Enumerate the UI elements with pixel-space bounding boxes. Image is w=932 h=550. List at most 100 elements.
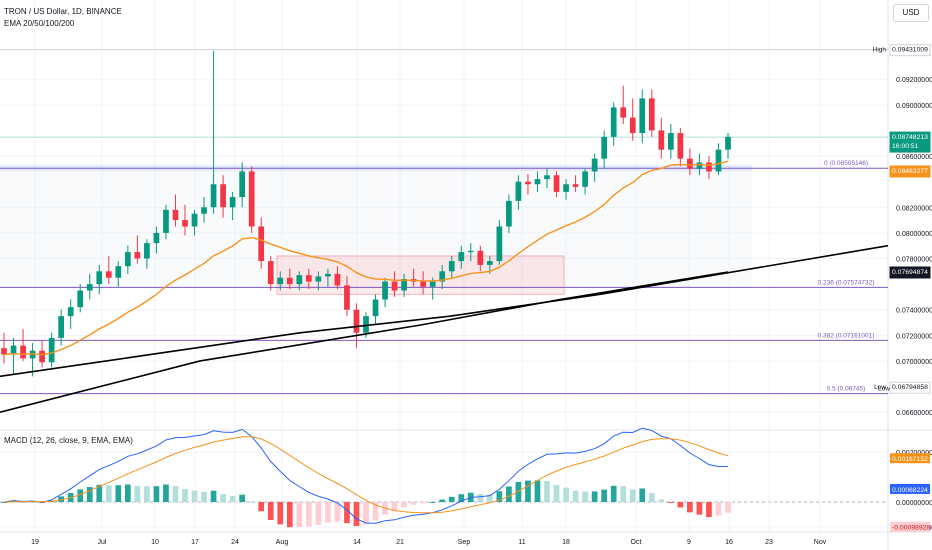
- macd-histogram-bar: [315, 502, 322, 525]
- candle-body: [420, 281, 427, 287]
- candle-body: [124, 252, 131, 267]
- price-tick-label: 0.07000000: [896, 359, 932, 366]
- macd-histogram-bar: [305, 502, 312, 527]
- candle-body: [325, 273, 331, 277]
- macd-histogram-bar: [677, 502, 684, 508]
- macd-histogram-bar: [248, 501, 255, 503]
- candle-body: [201, 207, 207, 214]
- macd-histogram-bar: [344, 502, 350, 524]
- macd-histogram-bar: [496, 491, 503, 502]
- time-tick-label: 24: [231, 539, 239, 546]
- candle-body: [58, 316, 65, 338]
- macd-histogram-bar: [258, 502, 265, 512]
- macd-histogram-bar: [210, 490, 217, 502]
- candle-body: [658, 130, 665, 150]
- price-badge: [889, 381, 931, 394]
- macd-histogram-bar: [629, 489, 636, 502]
- candle-body: [344, 285, 350, 310]
- currency-button[interactable]: USD: [893, 4, 929, 22]
- macd-histogram-bar: [220, 494, 226, 502]
- candle-body: [277, 277, 284, 285]
- price-tick-label: 0.07200000: [896, 333, 932, 340]
- price-badge-label: High: [873, 47, 887, 54]
- macd-histogram-bar: [296, 502, 303, 527]
- macd-tick-label: 0.00000000: [896, 500, 932, 507]
- candle-body: [363, 316, 369, 333]
- candle-body: [525, 181, 531, 185]
- candle-body: [172, 209, 179, 221]
- time-tick-label: 10: [151, 539, 159, 546]
- candle-body: [696, 162, 703, 169]
- price-badge-text: 0.06794858: [892, 384, 928, 391]
- candle-body: [401, 279, 407, 291]
- price-tick-label: 0.09200000: [896, 77, 932, 84]
- macd-histogram-bar: [506, 486, 512, 502]
- candle-body: [210, 184, 217, 208]
- macd-histogram-bar: [687, 502, 693, 513]
- candle-body: [115, 266, 122, 278]
- macd-histogram-bar: [525, 480, 531, 502]
- candle-body: [563, 184, 569, 192]
- time-tick-label: Sep: [458, 539, 471, 546]
- candle-body: [229, 197, 236, 208]
- macd-histogram-bar: [277, 502, 284, 525]
- macd-histogram-bar: [639, 488, 646, 502]
- time-tick-label: 9: [687, 539, 691, 546]
- candle-body: [582, 171, 588, 187]
- candle-body: [372, 299, 379, 317]
- macd-histogram-bar: [77, 489, 84, 502]
- macd-histogram-bar: [105, 485, 112, 502]
- time-tick-label: 18: [562, 539, 570, 546]
- candle-body: [439, 271, 446, 282]
- candle-body: [239, 171, 246, 198]
- candle-body: [10, 345, 17, 355]
- candle-body: [515, 181, 522, 201]
- price-tick-label: 0.08000000: [896, 231, 932, 238]
- macd-histogram-bar: [86, 487, 93, 502]
- macd-histogram-bar: [96, 484, 103, 502]
- macd-histogram-bar: [696, 502, 703, 515]
- candle-body: [96, 271, 103, 285]
- price-tick-label: 0.06600000: [896, 410, 932, 417]
- candle-body: [134, 252, 141, 259]
- time-tick-label: 23: [765, 539, 773, 546]
- candle-body: [467, 250, 474, 253]
- price-tick-label: 0.09000000: [896, 103, 932, 110]
- candle-body: [620, 107, 627, 118]
- macd-badge-text: 0.00167152: [892, 456, 928, 463]
- low-label: Low: [878, 386, 890, 393]
- macd-histogram-bar: [325, 502, 331, 523]
- candle-body: [496, 226, 503, 262]
- price-badge-text: 0.07694874: [892, 269, 928, 276]
- macd-badge: [890, 483, 930, 494]
- price-tick-label: 0.07800000: [896, 257, 932, 264]
- time-tick-label: 21: [396, 539, 404, 546]
- candle-body: [610, 107, 617, 137]
- candle-body: [591, 158, 598, 172]
- macd-histogram-bar: [620, 486, 627, 502]
- macd-histogram-bar: [267, 502, 274, 521]
- fib-level-label: 0 (0.08505146): [824, 160, 868, 167]
- macd-histogram-bar: [115, 485, 122, 502]
- candle-body: [182, 220, 188, 227]
- candle-body: [296, 275, 303, 285]
- ema-indicator-label: EMA 20/50/100/200: [4, 19, 75, 28]
- candle-body: [67, 307, 74, 317]
- macd-histogram-bar: [1, 502, 7, 503]
- macd-line: [3, 427, 729, 524]
- macd-badge-text: -0.00098928: [892, 525, 930, 532]
- macd-legend: MACD (12, 26, close, 9, EMA, EMA): [4, 436, 133, 445]
- candle-body: [315, 276, 322, 282]
- macd-histogram-bar: [667, 502, 674, 503]
- macd-histogram-bar: [372, 502, 379, 521]
- candle-body: [706, 162, 712, 172]
- price-tick-label: 0.08600000: [896, 154, 932, 161]
- ema20-line: [3, 160, 729, 356]
- time-tick-label: 17: [191, 539, 199, 546]
- macd-histogram-bar: [544, 481, 550, 502]
- macd-badge-text: 0.00068224: [892, 487, 928, 494]
- macd-badge: [890, 521, 930, 532]
- price-badge: [889, 44, 931, 57]
- macd-histogram-bar: [563, 487, 569, 502]
